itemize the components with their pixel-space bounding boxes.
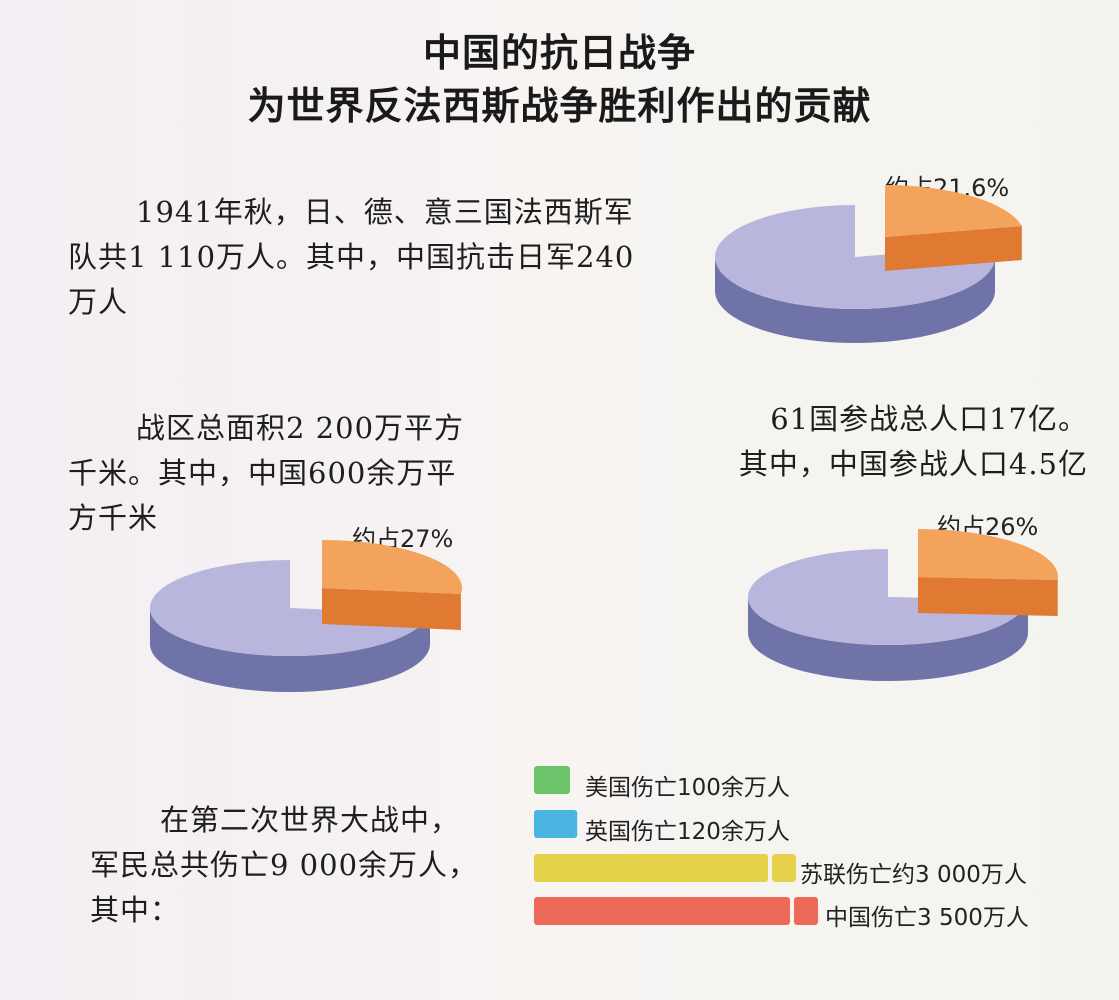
pie-main-side — [715, 257, 995, 343]
bar-rect — [534, 766, 570, 794]
text-population: 61国参战总人口17亿。 其中，中国参战人口4.5亿 — [738, 402, 1088, 481]
page-title: 中国的抗日战争 — [422, 31, 696, 75]
bar-label-china: 中国伤亡3 500万人 — [825, 905, 1029, 931]
bar-label-ussr: 苏联伤亡约3 000万人 — [800, 862, 1027, 888]
pie-highlight-side — [885, 225, 1022, 271]
bar-3 — [534, 897, 818, 925]
pie-highlight-side — [322, 588, 461, 631]
page-subtitle: 为世界反法西斯战争胜利作出的贡献 — [247, 84, 872, 128]
bar-1 — [534, 810, 578, 838]
casualty-bar-chart — [534, 766, 818, 925]
bar-rect-tail — [772, 854, 796, 882]
pie-highlight-side — [918, 577, 1058, 617]
bar-2 — [534, 854, 796, 882]
pie-highlight-slice — [885, 185, 1022, 237]
pie-main-slice — [748, 549, 1028, 645]
text-casualties: 在第二次世界大战中， 军民总共伤亡9 000余万人， 其中： — [90, 803, 479, 927]
pie-chart-troops — [715, 185, 1022, 343]
bar-rect-tail — [794, 897, 818, 925]
bar-label-uk: 英国伤亡120余万人 — [585, 819, 790, 845]
pie-main-side — [150, 608, 430, 692]
pie-chart-population — [748, 529, 1058, 681]
pie-chart-area — [150, 540, 463, 692]
bar-rect — [534, 854, 768, 882]
text-area: 战区总面积2 200万平方 千米。其中，中国600余万平 方千米 — [68, 411, 465, 535]
bar-rect — [534, 897, 790, 925]
bar-rect — [534, 810, 578, 838]
pie-highlight-slice — [322, 540, 463, 595]
pie-main-slice — [150, 560, 429, 656]
pie-highlight-slice — [918, 529, 1058, 581]
pie-main-side — [748, 597, 1028, 681]
bar-0 — [534, 766, 570, 794]
text-troops: 1941年秋，日、德、意三国法西斯军 队共1 110万人。其中，中国抗击日军24… — [68, 195, 635, 319]
pie-main-slice — [715, 205, 995, 309]
bar-label-us: 美国伤亡100余万人 — [585, 775, 790, 801]
